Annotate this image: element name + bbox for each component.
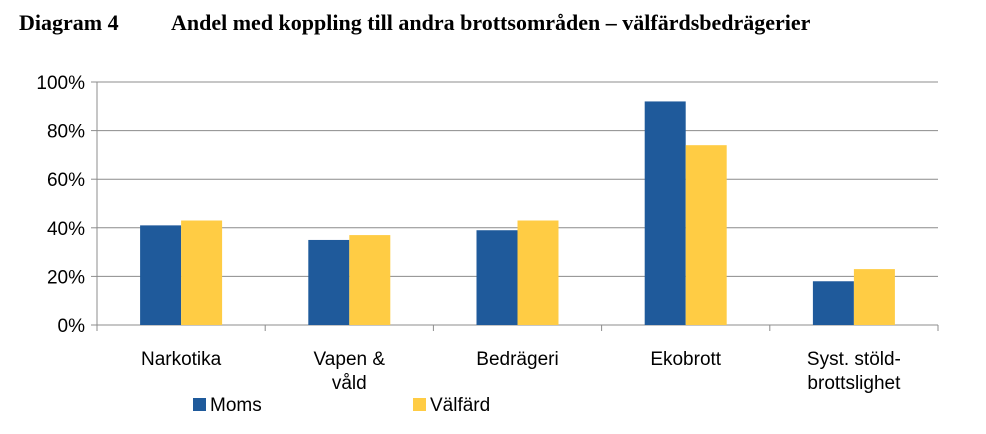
diagram-number: Diagram 4 xyxy=(19,10,119,35)
category-label: Vapen & våld xyxy=(314,349,386,394)
bar-moms xyxy=(140,225,182,325)
bar-valfard xyxy=(349,235,391,325)
chart-heading: Diagram 4 Andel med koppling till andra b… xyxy=(19,10,810,36)
y-tick-label: 60% xyxy=(47,170,85,191)
bar-moms xyxy=(812,281,854,325)
y-tick-label: 0% xyxy=(58,316,86,337)
bar-valfard xyxy=(853,269,895,325)
legend-swatch xyxy=(193,398,206,411)
category-label: Syst. stöld-brottslighet xyxy=(807,349,901,394)
category-label: Narkotika xyxy=(141,349,222,370)
y-tick-label: 40% xyxy=(47,219,85,240)
bar-moms xyxy=(308,239,350,325)
bar-valfard xyxy=(181,220,223,325)
y-tick-label: 80% xyxy=(47,122,85,143)
legend-label: Välfärd xyxy=(430,395,490,416)
bar-valfard xyxy=(517,220,559,325)
bar-valfard xyxy=(685,145,727,325)
y-tick-label: 100% xyxy=(36,73,85,94)
category-label: Bedrägeri xyxy=(476,349,558,370)
category-label: Ekobrott xyxy=(650,349,721,370)
bar-moms xyxy=(644,101,686,325)
y-tick-label: 20% xyxy=(47,267,85,288)
bar-moms xyxy=(476,230,518,325)
chart-title: Andel med koppling till andra brottsområ… xyxy=(171,10,811,35)
legend-swatch xyxy=(413,398,426,411)
legend-label: Moms xyxy=(210,395,262,416)
